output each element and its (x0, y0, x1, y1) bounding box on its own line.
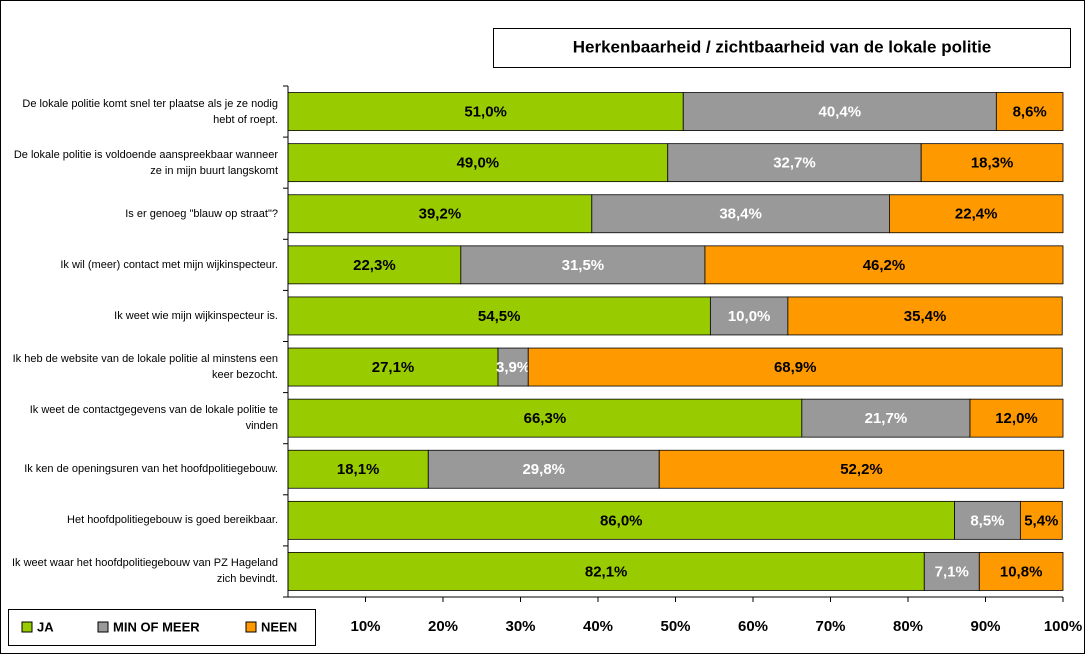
value-label: 86,0% (600, 512, 643, 529)
value-label: 18,1% (337, 461, 380, 478)
bar-segment (460, 245, 706, 285)
bar-segment (920, 143, 1064, 183)
x-tick-label: 60% (738, 618, 768, 635)
bar-segment (682, 92, 997, 131)
bar-segment (709, 296, 789, 336)
legend-label: NEEN (261, 619, 297, 634)
bar-segment (527, 347, 1063, 387)
value-label: 52,2% (840, 461, 883, 478)
legend-label: MIN OF MEER (113, 619, 200, 634)
value-label: 40,4% (819, 104, 862, 121)
legend-box (8, 609, 316, 646)
value-label: 82,1% (585, 563, 628, 580)
value-label: 51,0% (464, 104, 507, 121)
chart-title: Herkenbaarheid / zichtbaarheid van de lo… (573, 37, 992, 56)
bar-segment (287, 552, 925, 591)
category-label: De lokale politie is voldoende aanspreek… (13, 148, 278, 177)
bar-segment (923, 552, 980, 591)
value-label: 68,9% (774, 359, 817, 376)
bar-segment (969, 398, 1064, 438)
bar-segment (787, 296, 1063, 336)
value-label: 7,1% (935, 563, 969, 580)
value-label: 8,5% (970, 512, 1004, 529)
bar-segment (704, 245, 1064, 285)
value-label: 3,9% (496, 359, 530, 376)
title-box (493, 28, 1071, 68)
value-label: 10,8% (1000, 563, 1043, 580)
value-label: 31,5% (562, 257, 605, 274)
x-tick-label: 10% (350, 618, 380, 635)
x-tick-label: 90% (970, 618, 1000, 635)
value-label: 32,7% (773, 155, 816, 172)
category-label: Ik ken de openingsuren van het hoofdpoli… (24, 463, 278, 476)
bar-segment (1019, 500, 1063, 540)
bar-segment (287, 92, 684, 131)
legend-swatch (97, 621, 109, 633)
bar-segment (889, 194, 1064, 234)
value-label: 22,3% (353, 257, 396, 274)
category-label: Ik weet de contactgegevens van de lokale… (29, 404, 278, 433)
category-label: Ik wil (meer) contact met mijn wijkinspe… (60, 258, 278, 271)
x-tick-label: 40% (583, 618, 613, 635)
value-label: 39,2% (419, 206, 462, 223)
bar-segment (287, 347, 499, 387)
category-label: Ik weet waar het hoofdpolitiegebouw van … (11, 557, 278, 586)
value-label: 38,4% (719, 206, 762, 223)
legend-swatch (245, 621, 257, 633)
bar-segment (667, 143, 922, 183)
value-label: 29,8% (522, 461, 565, 478)
value-label: 66,3% (524, 410, 567, 427)
bar-segment (591, 194, 890, 234)
value-label: 8,6% (1013, 104, 1047, 121)
category-label: De lokale politie komt snel ter plaatse … (22, 97, 278, 126)
x-tick-label: 70% (815, 618, 845, 635)
x-tick-label: 100% (1044, 618, 1082, 635)
category-label: Is er genoeg "blauw op straat"? (125, 207, 278, 220)
bar-segment (978, 552, 1064, 591)
bar-segment (287, 500, 955, 540)
bar-segment (497, 347, 529, 387)
bar-segment (287, 194, 593, 234)
category-label: Het hoofdpolitiegebouw is goed bereikbaa… (67, 514, 278, 527)
x-tick-label: 20% (428, 618, 458, 635)
x-tick-label: 80% (893, 618, 923, 635)
value-label: 5,4% (1024, 512, 1058, 529)
bar-segment (658, 449, 1065, 489)
value-label: 46,2% (863, 257, 906, 274)
value-label: 49,0% (457, 155, 500, 172)
bar-segment (287, 245, 462, 285)
value-label: 10,0% (728, 308, 771, 325)
value-label: 18,3% (971, 155, 1014, 172)
value-label: 54,5% (478, 308, 521, 325)
legend-label: JA (37, 619, 54, 634)
value-label: 21,7% (865, 410, 908, 427)
value-label: 35,4% (904, 308, 947, 325)
category-label: Ik weet wie mijn wijkinspecteur is. (114, 309, 278, 322)
legend-swatch (21, 621, 33, 633)
x-tick-label: 50% (660, 618, 690, 635)
category-label: Ik heb de website van de lokale politie … (12, 353, 278, 382)
value-label: 12,0% (995, 410, 1038, 427)
value-label: 22,4% (955, 206, 998, 223)
bar-segment (287, 296, 711, 336)
value-label: 27,1% (372, 359, 415, 376)
bar-segment (995, 92, 1064, 131)
x-tick-label: 30% (505, 618, 535, 635)
bar-segment (287, 143, 669, 183)
